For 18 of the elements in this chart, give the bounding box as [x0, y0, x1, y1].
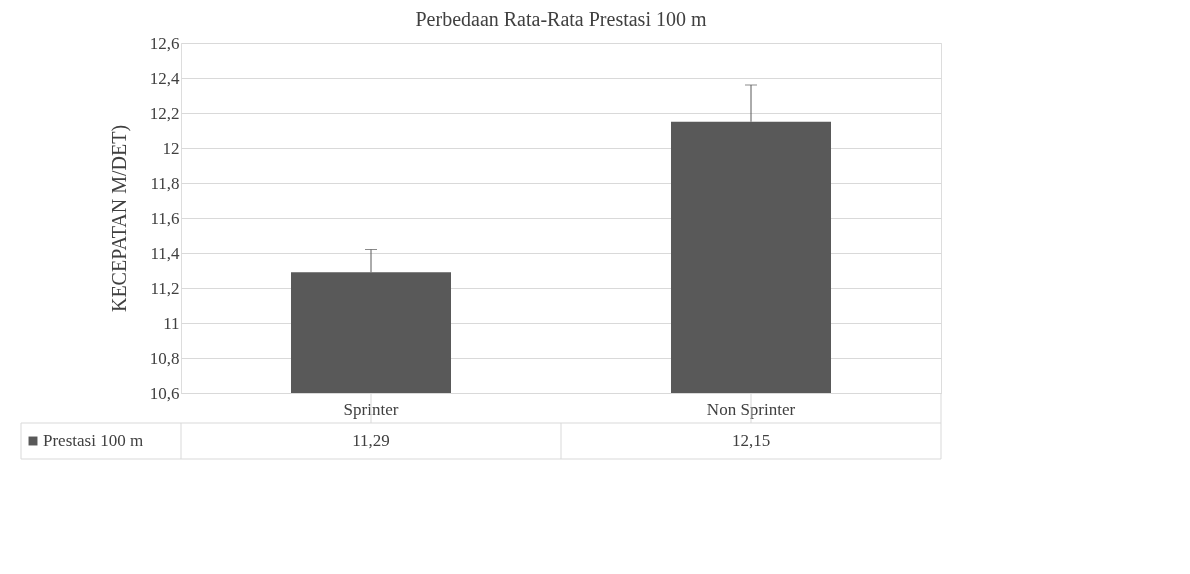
y-tick-label: 12	[162, 138, 180, 158]
y-tick-label: 11,8	[150, 173, 180, 193]
y-tick-label: 12,4	[149, 68, 180, 88]
legend-label: Prestasi 100 m	[43, 431, 144, 450]
chart-title: Perbedaan Rata-Rata Prestasi 100 m	[415, 8, 707, 30]
y-tick-label: 12,6	[149, 33, 180, 53]
y-tick-label: 11,4	[150, 243, 180, 263]
y-tick-label: 10,8	[149, 348, 180, 368]
data-label: 12,15	[731, 431, 771, 450]
y-tick-label: 11	[163, 313, 180, 333]
y-tick-label: 12,2	[149, 103, 180, 123]
data-label: 11,29	[352, 431, 390, 450]
y-axis-title: KECEPATAN M/DET)	[107, 124, 131, 313]
x-tick-label: Non Sprinter	[706, 399, 796, 419]
y-tick-label: 11,6	[150, 208, 180, 228]
x-tick-label: Sprinter	[343, 399, 399, 419]
y-tick-label: 10,6	[149, 383, 180, 403]
y-tick-label: 11,2	[150, 278, 180, 298]
